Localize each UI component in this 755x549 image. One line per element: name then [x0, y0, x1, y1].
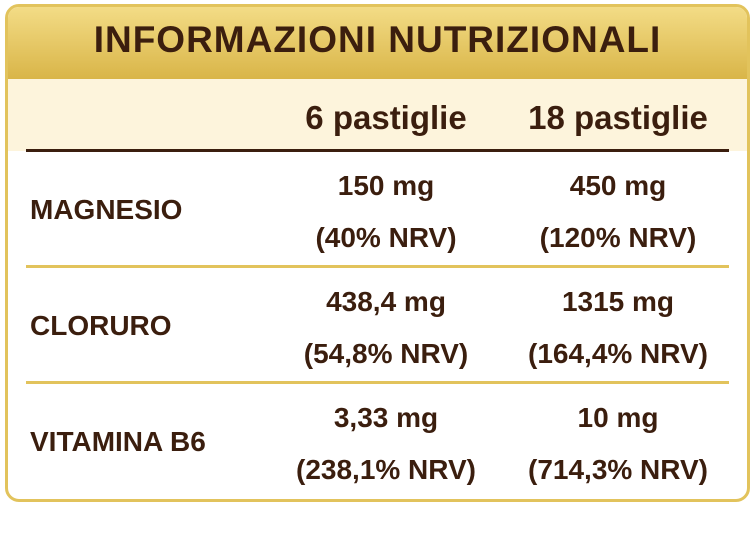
column-label: 18 pastiglie — [528, 99, 708, 136]
column-header: 6 pastiglie 18 pastiglie — [8, 79, 747, 151]
row-label: CLORURO — [30, 310, 172, 341]
nrv-value: (238,1% NRV) — [295, 454, 477, 485]
nrv-value: (54,8% NRV) — [303, 338, 469, 369]
header-bar: INFORMAZIONI NUTRIZIONALI — [8, 7, 747, 79]
title: INFORMAZIONI NUTRIZIONALI — [93, 19, 662, 60]
amount-value: 438,4 mg — [326, 286, 446, 317]
nrv-value: (40% NRV) — [315, 222, 457, 253]
row-label: MAGNESIO — [30, 194, 183, 225]
amount-value: 3,33 mg — [333, 402, 439, 433]
nutrition-card: INFORMAZIONI NUTRIZIONALI 6 pastiglie 18… — [5, 4, 750, 502]
header-rule — [26, 149, 729, 152]
amount-value: 450 mg — [569, 170, 667, 201]
amount-value: 10 mg — [577, 402, 659, 433]
row-label: VITAMINA B6 — [30, 426, 206, 457]
amount-value: 150 mg — [337, 170, 435, 201]
row-divider — [26, 265, 729, 268]
nrv-value: (714,3% NRV) — [527, 454, 709, 485]
nrv-value: (120% NRV) — [539, 222, 697, 253]
amount-value: 1315 mg — [561, 286, 675, 317]
column-label: 6 pastiglie — [305, 99, 467, 136]
row-divider — [26, 381, 729, 384]
nrv-value: (164,4% NRV) — [527, 338, 709, 369]
